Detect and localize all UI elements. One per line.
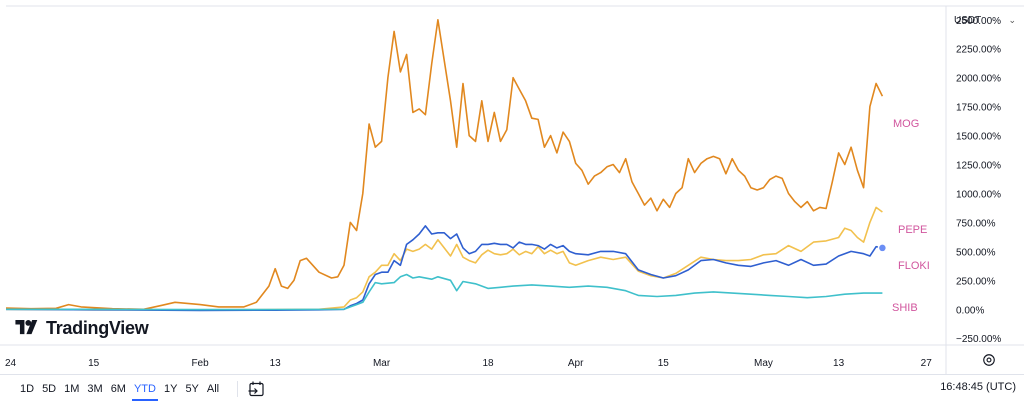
y-tick-label: 2250.00%	[956, 45, 1001, 56]
x-tick-label: 13	[270, 358, 282, 369]
chart-plot[interactable]: 2500.00% 2250.00% 2000.00% 1750.00% 1500.00%…	[0, 0, 1024, 374]
x-tick-label: Feb	[191, 358, 209, 369]
range-5d[interactable]: 5D	[42, 383, 57, 395]
series-line-pepe[interactable]	[5, 206, 883, 311]
range-5y[interactable]: 5Y	[185, 383, 199, 395]
chevron-down-icon: ⌄	[1008, 14, 1016, 25]
x-tick-label: 18	[482, 358, 494, 369]
currency-select[interactable]: USDT ⌄	[950, 10, 1020, 30]
bottom-toolbar: 1D 5D 1M 3M 6M YTD 1Y 5Y All 16:48:45 (U…	[0, 374, 1024, 402]
y-tick-label: 750.00%	[956, 218, 996, 229]
gear-icon[interactable]	[982, 353, 996, 367]
series-label-floki: FLOKI	[898, 260, 930, 272]
series-label-shib: SHIB	[892, 302, 918, 314]
range-1y[interactable]: 1Y	[163, 383, 178, 395]
x-tick-label: 13	[833, 358, 845, 369]
series-line-shib[interactable]	[6, 273, 883, 311]
utc-clock[interactable]: 16:48:45 (UTC)	[940, 381, 1016, 393]
series-label-pepe: PEPE	[898, 224, 927, 236]
x-tick-label: 15	[88, 358, 100, 369]
range-1d[interactable]: 1D	[20, 383, 35, 395]
logo-text: TradingView	[46, 318, 149, 338]
toolbar-divider	[237, 381, 239, 397]
tradingview-mark-icon	[15, 319, 38, 334]
y-tick-label: −250.00%	[956, 334, 1001, 345]
time-range-selector: 1D 5D 1M 3M 6M YTD 1Y 5Y All	[16, 381, 266, 401]
range-ytd[interactable]: YTD	[130, 381, 160, 401]
y-tick-label: 1750.00%	[956, 103, 1001, 114]
series-line-floki[interactable]	[5, 225, 883, 312]
y-tick-label: 250.00%	[956, 276, 996, 287]
calendar-range-icon[interactable]	[248, 381, 266, 397]
currency-label: USDT	[954, 14, 982, 26]
series-line-mog[interactable]	[5, 18, 884, 311]
range-1m[interactable]: 1M	[64, 383, 80, 395]
x-tick-label: Mar	[373, 358, 391, 369]
y-tick-label: 1500.00%	[956, 132, 1001, 143]
y-tick-label: 2500.00%	[956, 16, 1001, 27]
y-tick-label: 2000.00%	[956, 74, 1001, 85]
y-tick-label: 0.00%	[956, 305, 984, 316]
x-tick-label: May	[754, 358, 773, 369]
range-all[interactable]: All	[206, 383, 220, 395]
x-tick-label: 24	[5, 358, 17, 369]
y-tick-label: 1000.00%	[956, 189, 1001, 200]
y-tick-label: 1250.00%	[956, 161, 1001, 172]
tradingview-logo[interactable]: TradingView	[14, 318, 149, 339]
series-last-point-floki[interactable]	[877, 243, 888, 253]
range-3m[interactable]: 3M	[87, 383, 103, 395]
series-label-mog: MOG	[893, 118, 919, 130]
x-tick-label: 27	[921, 358, 933, 369]
x-tick-label: 15	[658, 358, 670, 369]
range-6m[interactable]: 6M	[110, 383, 126, 395]
y-tick-label: 500.00%	[956, 247, 996, 258]
x-tick-label: Apr	[568, 358, 584, 369]
